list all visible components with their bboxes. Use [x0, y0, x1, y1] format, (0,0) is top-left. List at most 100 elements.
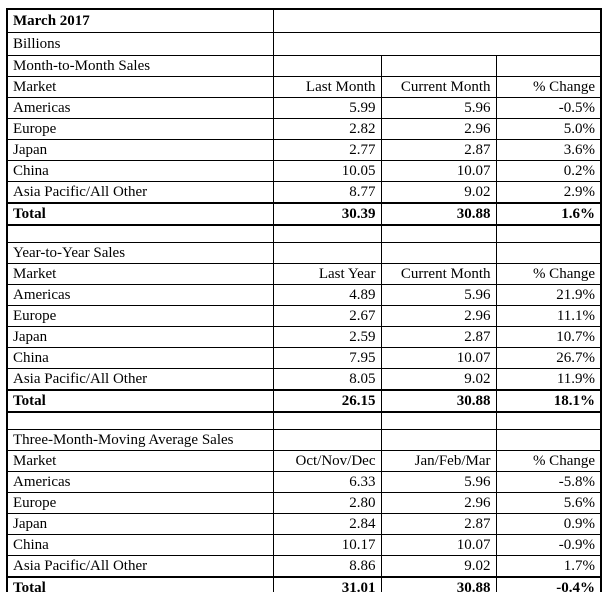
total-pct-cell: 1.6% — [495, 202, 602, 226]
section-title-row: Year-to-Year Sales — [6, 242, 602, 264]
total-value-cell: 30.88 — [380, 389, 497, 413]
section-title-row: Month-to-Month Sales — [6, 55, 602, 77]
column-header-col2: Current Month — [380, 263, 497, 285]
value-cell: 2.80 — [272, 492, 382, 514]
pct-cell: -0.5% — [495, 97, 602, 119]
document-page: March 2017 Billions Month-to-Month Sales… — [0, 8, 606, 592]
pct-cell: 3.6% — [495, 139, 602, 161]
total-value-cell: 30.88 — [380, 202, 497, 226]
empty-cell — [272, 8, 602, 33]
report-title: March 2017 — [6, 8, 274, 33]
market-cell: Americas — [6, 471, 274, 493]
table-row: Asia Pacific/All Other 8.05 9.02 11.9% — [6, 368, 602, 391]
section-title: Three-Month-Moving Average Sales — [6, 429, 274, 451]
pct-cell: 11.1% — [495, 305, 602, 327]
title-row: March 2017 — [6, 8, 602, 33]
market-cell: Asia Pacific/All Other — [6, 368, 274, 391]
column-header-pct: % Change — [495, 76, 602, 98]
value-cell: 2.82 — [272, 118, 382, 140]
table-row: Japan 2.84 2.87 0.9% — [6, 513, 602, 535]
column-header-col1: Oct/Nov/Dec — [272, 450, 382, 472]
empty-cell — [495, 242, 602, 264]
market-cell: Japan — [6, 326, 274, 348]
table-row: Europe 2.82 2.96 5.0% — [6, 118, 602, 140]
value-cell: 2.96 — [380, 492, 497, 514]
column-header-pct: % Change — [495, 263, 602, 285]
value-cell: 9.02 — [380, 368, 497, 391]
value-cell: 4.89 — [272, 284, 382, 306]
pct-cell: 11.9% — [495, 368, 602, 391]
empty-cell — [495, 55, 602, 77]
column-header-col1: Last Year — [272, 263, 382, 285]
pct-cell: -5.8% — [495, 471, 602, 493]
table-row: Asia Pacific/All Other 8.77 9.02 2.9% — [6, 181, 602, 204]
pct-cell: 1.7% — [495, 555, 602, 578]
value-cell: 10.07 — [380, 160, 497, 182]
empty-cell — [380, 224, 497, 243]
value-cell: 5.99 — [272, 97, 382, 119]
spacer-row — [6, 411, 602, 430]
market-cell: China — [6, 347, 274, 369]
unit-label: Billions — [6, 32, 274, 56]
table-row: Americas 6.33 5.96 -5.8% — [6, 471, 602, 493]
empty-cell — [495, 429, 602, 451]
value-cell: 8.05 — [272, 368, 382, 391]
empty-cell — [380, 55, 497, 77]
market-cell: Americas — [6, 284, 274, 306]
total-label: Total — [6, 202, 274, 226]
market-cell: China — [6, 534, 274, 556]
pct-cell: 2.9% — [495, 181, 602, 204]
total-label: Total — [6, 576, 274, 592]
market-cell: Europe — [6, 118, 274, 140]
total-pct-cell: -0.4% — [495, 576, 602, 592]
value-cell: 10.05 — [272, 160, 382, 182]
total-row: Total 31.01 30.88 -0.4% — [6, 576, 602, 592]
empty-cell — [272, 55, 382, 77]
column-header-col2: Current Month — [380, 76, 497, 98]
value-cell: 10.17 — [272, 534, 382, 556]
empty-cell — [495, 224, 602, 243]
section-title: Month-to-Month Sales — [6, 55, 274, 77]
table-row: China 10.17 10.07 -0.9% — [6, 534, 602, 556]
table-row: Americas 5.99 5.96 -0.5% — [6, 97, 602, 119]
header-row: Market Oct/Nov/Dec Jan/Feb/Mar % Change — [6, 450, 602, 472]
value-cell: 5.96 — [380, 471, 497, 493]
table-row: Europe 2.67 2.96 11.1% — [6, 305, 602, 327]
value-cell: 5.96 — [380, 97, 497, 119]
value-cell: 2.59 — [272, 326, 382, 348]
market-cell: Japan — [6, 513, 274, 535]
market-cell: Japan — [6, 139, 274, 161]
total-row: Total 26.15 30.88 18.1% — [6, 389, 602, 413]
value-cell: 2.87 — [380, 326, 497, 348]
pct-cell: 26.7% — [495, 347, 602, 369]
column-header-market: Market — [6, 450, 274, 472]
value-cell: 2.96 — [380, 118, 497, 140]
column-header-market: Market — [6, 76, 274, 98]
value-cell: 2.84 — [272, 513, 382, 535]
table-row: Japan 2.59 2.87 10.7% — [6, 326, 602, 348]
value-cell: 2.67 — [272, 305, 382, 327]
pct-cell: 10.7% — [495, 326, 602, 348]
total-value-cell: 26.15 — [272, 389, 382, 413]
market-cell: Asia Pacific/All Other — [6, 555, 274, 578]
column-header-col2: Jan/Feb/Mar — [380, 450, 497, 472]
value-cell: 2.96 — [380, 305, 497, 327]
value-cell: 10.07 — [380, 534, 497, 556]
value-cell: 8.77 — [272, 181, 382, 204]
value-cell: 10.07 — [380, 347, 497, 369]
market-cell: China — [6, 160, 274, 182]
empty-cell — [380, 242, 497, 264]
empty-cell — [380, 411, 497, 430]
value-cell: 2.87 — [380, 513, 497, 535]
value-cell: 9.02 — [380, 181, 497, 204]
pct-cell: 0.9% — [495, 513, 602, 535]
header-row: Market Last Month Current Month % Change — [6, 76, 602, 98]
value-cell: 7.95 — [272, 347, 382, 369]
section-title: Year-to-Year Sales — [6, 242, 274, 264]
total-label: Total — [6, 389, 274, 413]
value-cell: 5.96 — [380, 284, 497, 306]
value-cell: 9.02 — [380, 555, 497, 578]
total-row: Total 30.39 30.88 1.6% — [6, 202, 602, 226]
column-header-market: Market — [6, 263, 274, 285]
table-row: Asia Pacific/All Other 8.86 9.02 1.7% — [6, 555, 602, 578]
